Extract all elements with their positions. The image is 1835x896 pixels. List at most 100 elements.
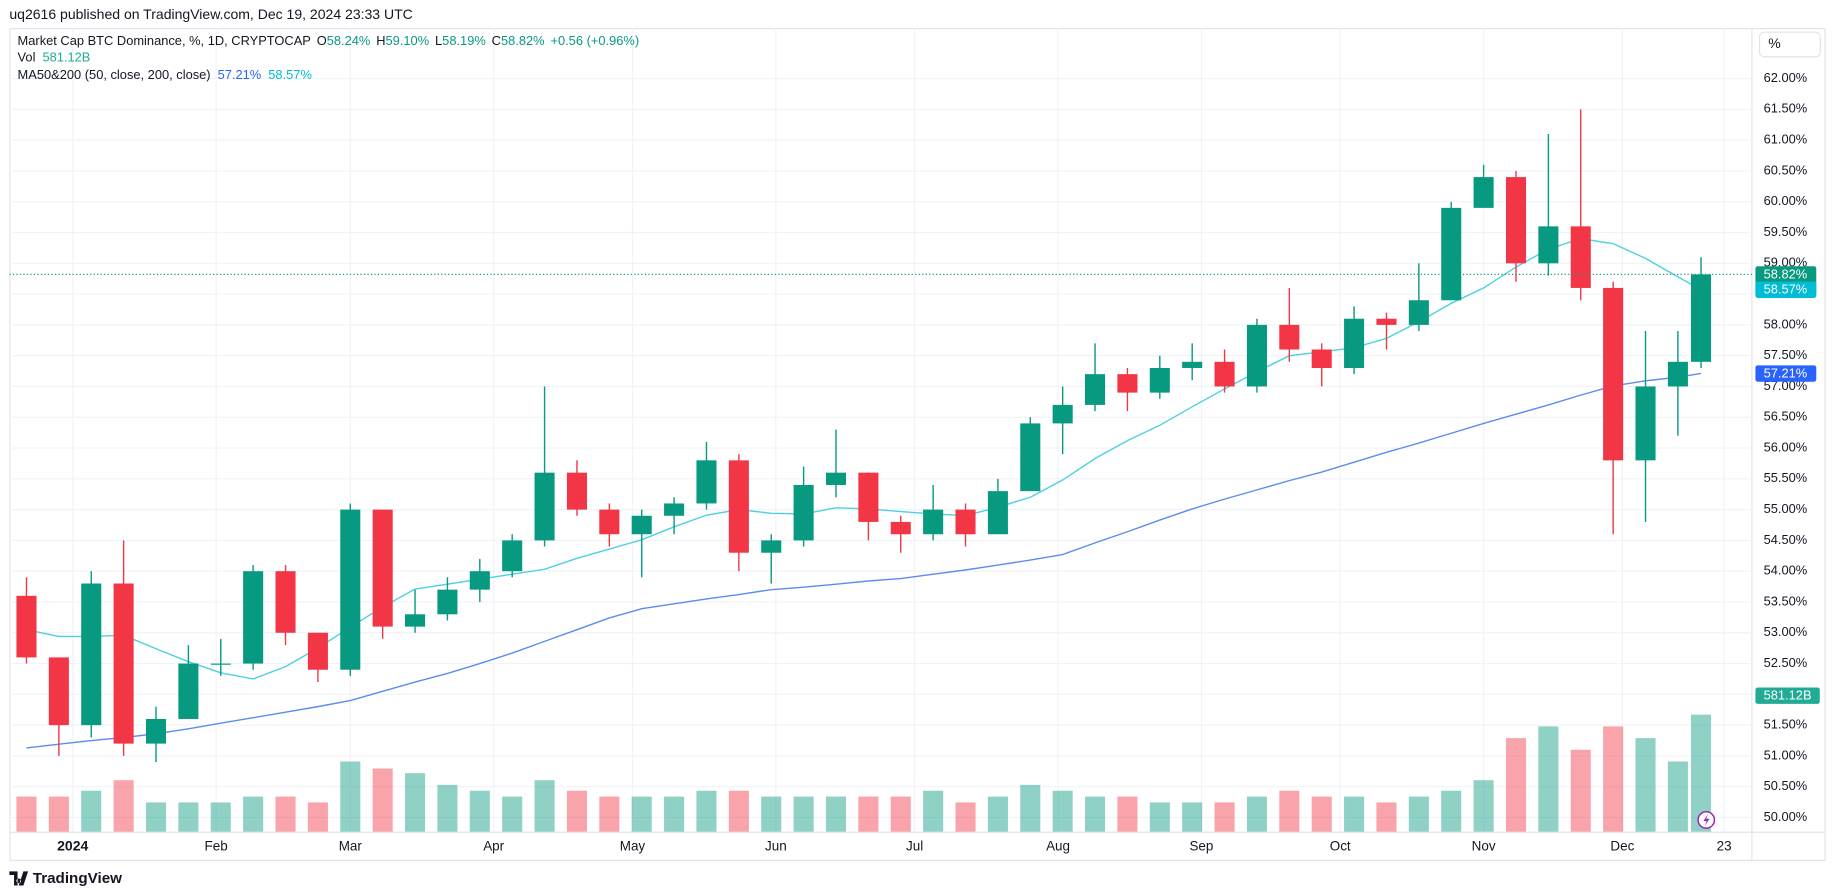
- ohlc-key: H: [376, 34, 385, 49]
- candle-body: [761, 540, 782, 553]
- volume-bar: [210, 802, 231, 832]
- candle-body: [113, 583, 134, 744]
- candle-body: [728, 460, 749, 553]
- volume-bar: [48, 796, 69, 832]
- candle-body: [664, 503, 685, 516]
- volume-bar: [1214, 802, 1235, 832]
- candle-body: [1603, 287, 1624, 461]
- volume-bar: [16, 796, 37, 832]
- volume-bar: [307, 802, 328, 832]
- ohlc-value: 59.10%: [386, 34, 430, 49]
- candle-body: [534, 472, 555, 541]
- ohlc-value: 58.19%: [442, 34, 486, 49]
- candle-body: [1570, 226, 1591, 288]
- y-tick-label: 54.50%: [1764, 532, 1808, 547]
- volume-bar: [1441, 790, 1462, 832]
- x-tick-label: Oct: [1330, 838, 1351, 853]
- volume-bar: [1311, 796, 1332, 832]
- price-badge-label: 58.57%: [1764, 282, 1808, 297]
- price-badge-label: 57.21%: [1764, 366, 1808, 381]
- price-badge: [1755, 365, 1817, 382]
- candles: [16, 109, 1712, 763]
- candle-body: [631, 515, 652, 535]
- y-tick-label: 50.00%: [1764, 809, 1808, 824]
- volume-bar: [1570, 749, 1591, 832]
- candle-body: [1344, 318, 1365, 368]
- candle-body: [1214, 361, 1235, 387]
- lightning-icon[interactable]: [1697, 811, 1716, 829]
- volume-bar: [1635, 738, 1656, 832]
- x-tick-label: Aug: [1046, 838, 1070, 853]
- candle-body: [307, 632, 328, 670]
- candle-body: [890, 521, 911, 535]
- legend-volume: Vol 581.12B: [18, 50, 91, 65]
- volume-bar: [987, 796, 1008, 832]
- volume-bar: [923, 790, 944, 832]
- candle-body: [275, 571, 296, 633]
- volume-bar: [696, 790, 717, 832]
- candle-body: [599, 509, 620, 535]
- candle-body: [1311, 349, 1332, 368]
- candle-body: [793, 484, 814, 541]
- y-tick-label: 53.00%: [1764, 624, 1808, 639]
- ohlc-key: L: [435, 34, 442, 49]
- volume-bar: [1085, 796, 1106, 832]
- candle-body: [1635, 386, 1656, 461]
- y-tick-label: 57.50%: [1764, 347, 1808, 362]
- footer-logo: TradingView: [9, 870, 122, 887]
- y-tick-label: 55.00%: [1764, 501, 1808, 516]
- candle-body: [955, 509, 976, 535]
- volume-bar: [664, 796, 685, 832]
- x-tick-label: Jul: [906, 838, 923, 853]
- candle-body: [825, 472, 847, 485]
- candle-body: [923, 509, 944, 535]
- y-tick-label: 60.50%: [1764, 162, 1808, 177]
- candle-body: [858, 472, 879, 522]
- volume-bar: [728, 790, 749, 832]
- y-tick-label: 62.00%: [1764, 70, 1808, 85]
- candle-body: [372, 509, 393, 627]
- y-tick-label: 58.00%: [1764, 316, 1808, 331]
- volume-bar: [1690, 714, 1712, 832]
- candle-body: [405, 614, 426, 627]
- x-tick-label: Dec: [1610, 838, 1634, 853]
- volume-badge-label: 581.12B: [1764, 688, 1812, 703]
- candle-body: [987, 491, 1008, 535]
- volume-bar: [243, 796, 264, 832]
- chart-frame: [9, 28, 1826, 861]
- volume-bar: [372, 768, 393, 832]
- vol-value: 581.12B: [42, 50, 90, 65]
- x-tick-label: Nov: [1472, 838, 1496, 853]
- volume-bar: [1603, 726, 1624, 832]
- scale-button-label[interactable]: %: [1768, 35, 1780, 51]
- candle-body: [16, 595, 37, 658]
- candle-body: [1538, 226, 1559, 264]
- change: +0.56 (+0.96%): [550, 34, 639, 49]
- candle-body: [178, 663, 199, 719]
- scale-button[interactable]: [1758, 31, 1821, 58]
- candle-body: [48, 657, 69, 726]
- price-badge: [1755, 281, 1817, 298]
- volume-bar: [1538, 726, 1559, 832]
- ma-value: 57.21%: [218, 67, 262, 82]
- candle-body: [1085, 374, 1106, 405]
- y-tick-label: 61.50%: [1764, 101, 1808, 116]
- candle-body: [1376, 318, 1397, 325]
- x-tick-label: 2024: [57, 838, 88, 854]
- volume-bar: [890, 796, 911, 832]
- ohlc-value: 58.24%: [327, 34, 371, 49]
- volume-pane: [16, 714, 1712, 832]
- lightning-bolt[interactable]: [1703, 814, 1710, 826]
- y-tick-label: 56.00%: [1764, 439, 1808, 454]
- volume-bar: [1246, 796, 1267, 832]
- volume-bar: [1279, 790, 1300, 832]
- x-tick-label: Sep: [1189, 838, 1213, 853]
- volume-bar: [631, 796, 652, 832]
- candle-body: [696, 460, 717, 504]
- y-tick-label: 53.50%: [1764, 593, 1808, 608]
- y-tick-label: 56.50%: [1764, 409, 1808, 424]
- volume-bar: [1376, 802, 1397, 832]
- candle-body: [1690, 274, 1712, 362]
- volume-bar: [825, 796, 847, 832]
